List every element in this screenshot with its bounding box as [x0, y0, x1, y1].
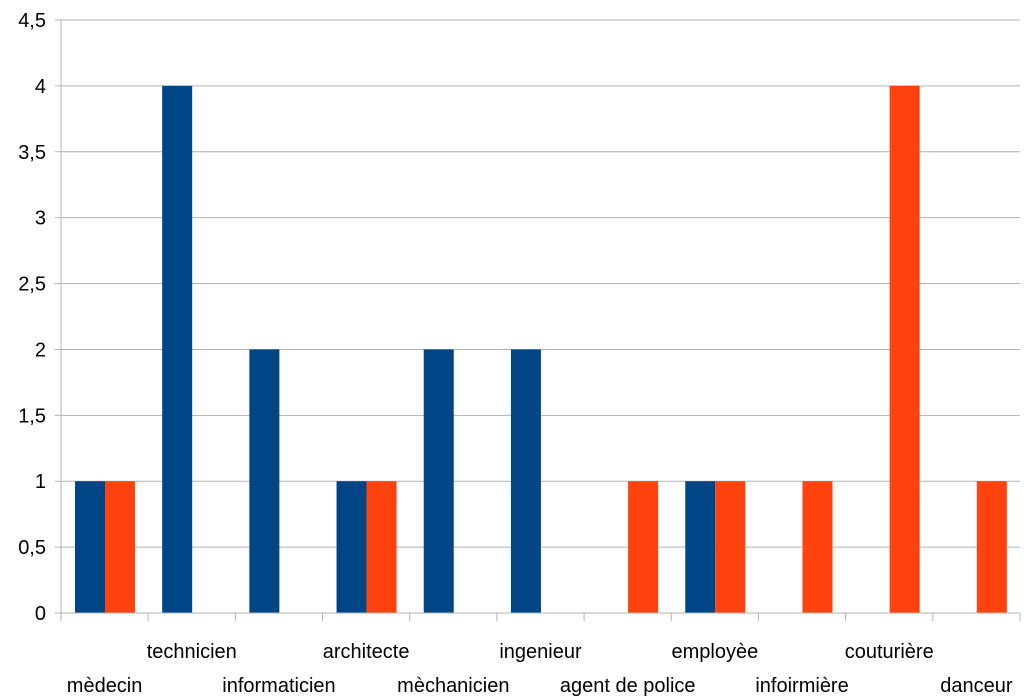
- bar-series-2-10: [976, 481, 1007, 613]
- y-tick-label: 0: [35, 603, 46, 625]
- x-tick-label: couturière: [845, 641, 934, 663]
- bar-series-1-0: [75, 481, 105, 613]
- x-tick-label: informaticien: [222, 675, 335, 697]
- axes: [60, 20, 1021, 621]
- bar-series-1-4: [423, 349, 454, 613]
- x-tick-label: employèe: [672, 641, 759, 663]
- y-tick-label: 4: [35, 76, 46, 98]
- x-tick-label: mèdecin: [67, 675, 143, 697]
- y-tick-label: 0,5: [18, 537, 46, 559]
- y-tick-label: 2: [35, 339, 46, 361]
- y-tick-label: 4,5: [18, 10, 46, 32]
- bar-series-2-7: [715, 481, 746, 613]
- bar-series-1-3: [336, 481, 367, 613]
- x-tick-label: technicien: [147, 641, 237, 663]
- bar-series-1-1: [162, 85, 193, 613]
- bar-series-2-9: [889, 85, 920, 613]
- x-tick-label: danceur: [940, 675, 1013, 697]
- x-tick-label: ingenieur: [499, 641, 582, 663]
- bar-series-1-2: [249, 349, 280, 613]
- y-tick-label: 2,5: [18, 274, 46, 296]
- bar-series-2-6: [628, 481, 659, 613]
- y-tick-label: 1,5: [18, 405, 46, 427]
- bar-series-2-0: [105, 481, 135, 613]
- bar-series-2-8: [802, 481, 833, 613]
- x-tick-label: architecte: [323, 641, 410, 663]
- x-tick-label: infoirmière: [755, 675, 848, 697]
- y-tick-labels: 0 0,5 1 1,5 2 2,5 3 3,5 4 4,5: [18, 10, 46, 625]
- y-tick-label: 3,5: [18, 142, 46, 164]
- x-tick-label: agent de police: [560, 675, 696, 697]
- bar-series-2-3: [366, 481, 397, 613]
- y-tick-label: 1: [35, 471, 46, 493]
- bar-series-1-7: [685, 481, 716, 613]
- x-tick-label: mèchanicien: [397, 675, 509, 697]
- bars: [75, 85, 1007, 613]
- y-tick-label: 3: [35, 208, 46, 230]
- bar-series-1-5: [510, 349, 541, 613]
